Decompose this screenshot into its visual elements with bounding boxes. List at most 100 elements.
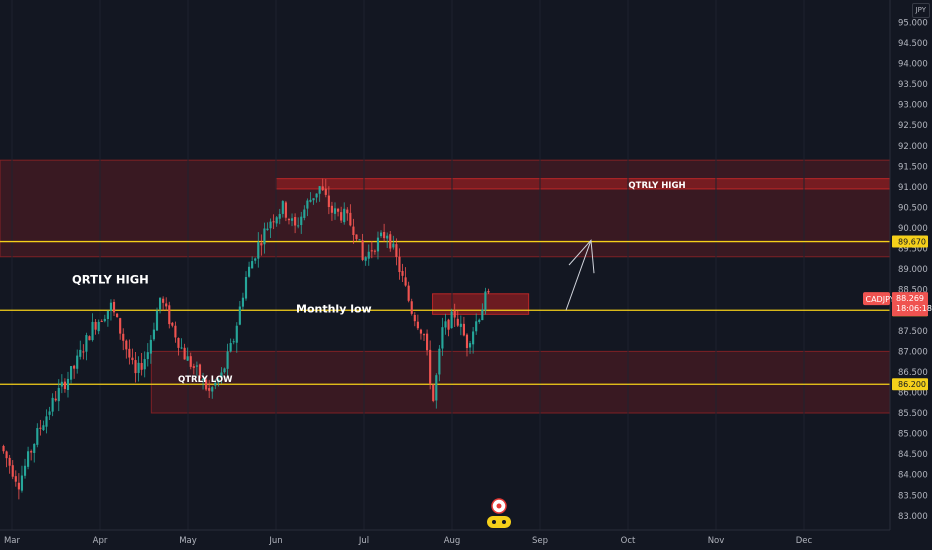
zone-2[interactable]: [275, 178, 891, 190]
y-tick-label: 90.500: [898, 203, 928, 213]
countdown-text: 18:06:18: [896, 304, 932, 313]
arrow-line[interactable]: [565, 240, 592, 311]
x-tick-label: Nov: [708, 536, 725, 546]
candle-body: [8, 457, 11, 466]
x-tick-label: Jun: [268, 536, 282, 546]
candle-body: [211, 387, 214, 392]
y-axis[interactable]: 83.000 83.500 84.000 84.500 85.000 85.500 86.0…: [898, 18, 928, 521]
candle-body: [66, 378, 70, 390]
candle-body: [17, 482, 20, 490]
candle-body: [14, 476, 17, 482]
candle-body: [174, 325, 177, 338]
candle-body: [330, 205, 334, 213]
candle-body: [180, 347, 183, 349]
candle-body: [383, 232, 386, 239]
candle-body: [297, 225, 300, 227]
candle-body: [27, 451, 30, 467]
tradingview-logo-icon[interactable]: [484, 496, 514, 530]
candle-body: [85, 335, 88, 352]
candle-body: [109, 302, 113, 311]
annotation-2[interactable]: QTRLY LOW: [178, 375, 233, 385]
candle-body: [389, 234, 392, 249]
current-price-text: 88.269: [896, 294, 924, 303]
candle-body: [128, 348, 131, 358]
zone-1[interactable]: [150, 350, 891, 414]
candle-body: [337, 208, 340, 212]
annotation-3[interactable]: QTRLY HIGH: [628, 181, 685, 191]
candle-body: [146, 352, 149, 360]
candle-body: [370, 250, 373, 252]
current-price-tag[interactable]: [892, 292, 928, 317]
candle-body: [168, 305, 171, 325]
candle-body: [140, 363, 143, 370]
candle-body: [171, 322, 174, 326]
y-tick-label: 87.000: [898, 347, 928, 357]
y-tick-label: 90.000: [898, 224, 928, 234]
candles-layer: [2, 178, 490, 500]
candle-body: [303, 209, 306, 218]
y-tick-label: 86.500: [898, 368, 928, 378]
candle-body: [272, 221, 275, 223]
grid-layer: [11, 0, 805, 530]
candle-body: [94, 321, 97, 330]
candle-body: [456, 318, 459, 326]
candle-body: [407, 285, 410, 301]
y-tick-label: 89.000: [898, 265, 928, 275]
candle-body: [100, 320, 103, 322]
candle-body: [484, 291, 487, 311]
candle-body: [419, 329, 423, 334]
candle-body: [324, 188, 327, 195]
y-tick-label: 91.500: [898, 162, 928, 172]
candle-body: [5, 451, 8, 459]
annotations-layer: QRTLY HIGH Monthly low QTRLY LOW QTRLY HIGH: [72, 181, 686, 385]
candle-body: [177, 338, 180, 348]
y-tick-label: 83.500: [898, 491, 928, 501]
level-tag-text-0: 89.670: [898, 238, 926, 247]
candle-body: [30, 451, 33, 453]
candle-body: [198, 364, 202, 379]
symbol-tag[interactable]: [863, 292, 890, 306]
candle-body: [36, 428, 39, 445]
zone-0[interactable]: [0, 159, 891, 258]
candle-body: [229, 343, 232, 352]
arrow-head: [568, 239, 595, 274]
zones-layer: [0, 159, 891, 414]
candle-body: [2, 445, 5, 452]
candle-body: [208, 388, 211, 391]
candle-body: [189, 356, 192, 367]
level-tag-2[interactable]: [892, 378, 928, 391]
y-tick-label: 84.000: [898, 471, 928, 481]
candle-body: [475, 321, 478, 332]
candle-body: [318, 186, 321, 194]
candle-body: [432, 384, 435, 401]
candle-body: [241, 297, 245, 307]
candle-body: [112, 301, 116, 313]
candle-body: [247, 266, 251, 277]
candle-body: [155, 310, 159, 331]
level-tag-0[interactable]: [892, 235, 928, 248]
y-tick-label: 93.500: [898, 80, 928, 90]
currency-label[interactable]: JPY: [911, 3, 930, 18]
candle-body: [429, 349, 432, 384]
annotation-1[interactable]: Monthly low: [296, 302, 372, 315]
y-tick-label: 83.000: [898, 512, 928, 522]
candle-body: [20, 475, 24, 491]
zone-3[interactable]: [432, 293, 530, 315]
candle-body: [404, 277, 407, 286]
candle-body: [367, 251, 370, 259]
candle-body: [103, 318, 106, 322]
y-tick-label: 95.000: [898, 18, 928, 28]
candle-body: [358, 239, 361, 241]
candle-body: [453, 310, 456, 318]
candle-body: [410, 301, 413, 314]
candle-body: [333, 208, 337, 214]
candle-body: [201, 378, 205, 380]
x-axis[interactable]: Mar Apr May Jun Jul Aug Sep Oct Nov Dec: [4, 536, 813, 546]
candle-body: [300, 216, 303, 226]
candle-body: [465, 334, 469, 349]
y-tick-label: 86.000: [898, 388, 928, 398]
candle-body: [137, 362, 140, 373]
annotation-0[interactable]: QRTLY HIGH: [72, 273, 149, 287]
